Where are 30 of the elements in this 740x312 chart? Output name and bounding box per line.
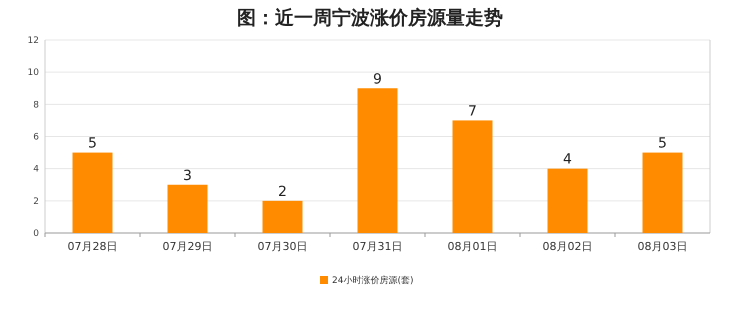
- bar: [642, 152, 682, 233]
- x-tick-label: 07月28日: [68, 240, 118, 253]
- y-tick-label: 12: [28, 36, 39, 46]
- data-label: 5: [658, 136, 667, 152]
- bar: [262, 200, 302, 233]
- y-tick-label: 10: [28, 68, 40, 78]
- chart-title: 图：近一周宁波涨价房源量走势: [237, 7, 503, 29]
- data-label: 5: [88, 136, 97, 152]
- y-tick-label: 4: [33, 164, 40, 175]
- x-tick-label: 08月03日: [638, 240, 688, 253]
- y-tick-label: 6: [33, 132, 40, 142]
- bar: [548, 168, 588, 233]
- bar: [358, 88, 398, 233]
- data-label: 3: [183, 168, 192, 184]
- y-tick-label: 8: [33, 100, 40, 110]
- data-label: 7: [468, 103, 477, 120]
- data-label: 9: [373, 71, 382, 88]
- bar: [168, 184, 208, 233]
- bar: [72, 152, 112, 233]
- x-tick-label: 08月01日: [448, 240, 498, 253]
- x-tick-label: 07月29日: [162, 240, 212, 253]
- data-label: 2: [278, 184, 287, 200]
- y-tick-label: 2: [33, 196, 39, 207]
- legend-label: 24小时涨价房源(套): [332, 275, 414, 286]
- x-tick-label: 07月30日: [258, 240, 308, 253]
- data-label: 4: [563, 152, 572, 168]
- x-tick-label: 08月02日: [542, 240, 592, 253]
- bar: [452, 120, 492, 233]
- x-tick-label: 07月31日: [352, 240, 402, 253]
- y-tick-label: 0: [33, 229, 40, 239]
